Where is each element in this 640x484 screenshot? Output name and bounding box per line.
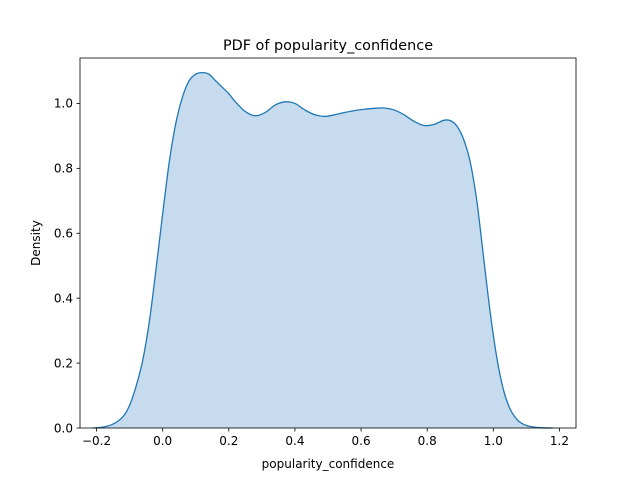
x-tick-label: 0.4 [285,434,304,448]
y-tick-label: 0.8 [54,162,73,176]
y-tick-label: 0.4 [54,291,73,305]
y-tick-label: 0.6 [54,227,73,241]
x-tick-label: 0.6 [352,434,371,448]
density-area [93,72,553,429]
chart-title: PDF of popularity_confidence [223,38,433,54]
y-tick-label: 1.0 [54,97,73,111]
plot-frame [79,57,577,429]
x-tick-label: 0.8 [418,434,437,448]
y-axis-label: Density [29,220,43,266]
y-tick-label: 0.0 [54,421,73,435]
x-tick-label: 1.2 [550,434,569,448]
x-tick-label: 0.2 [219,434,238,448]
x-tick-label: −0.2 [82,434,111,448]
x-tick-label: 1.0 [484,434,503,448]
density-line [93,71,553,429]
x-axis-label: popularity_confidence [262,457,395,471]
x-tick-label: 0.0 [153,434,172,448]
y-tick-label: 0.2 [54,356,73,370]
